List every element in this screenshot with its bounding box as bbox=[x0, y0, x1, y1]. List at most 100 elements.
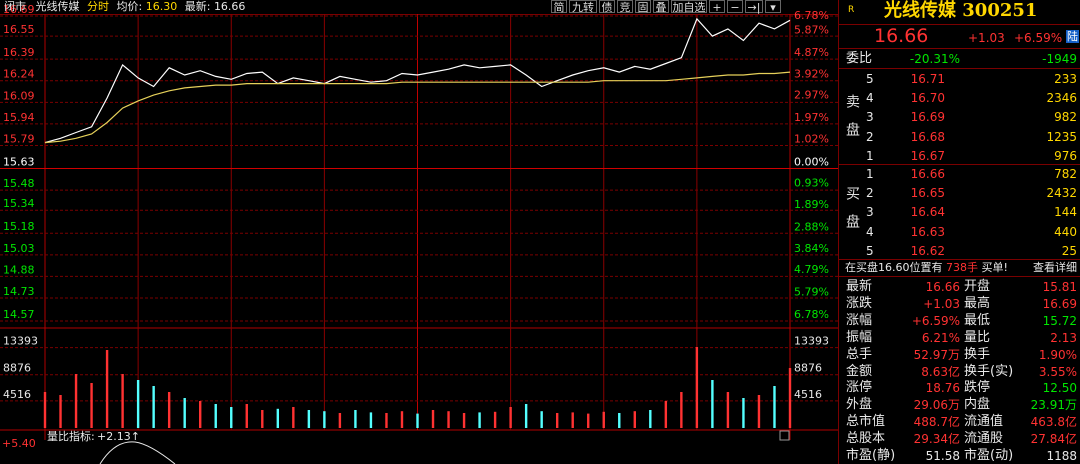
volume-bar bbox=[307, 410, 311, 428]
avg-price: 16.30 bbox=[145, 0, 178, 13]
volume-tick-label: 8876 bbox=[794, 362, 822, 375]
volume-bar bbox=[587, 413, 590, 428]
order-volume: 982 bbox=[1054, 110, 1077, 125]
chart-header: 闭市 光线传媒 分时 均价: 16.30 最新: 16.66 bbox=[4, 1, 245, 12]
volume-bar bbox=[152, 386, 155, 428]
volume-bar bbox=[105, 350, 109, 428]
volume-bar bbox=[245, 404, 248, 428]
y2-tick-label: 1.97% bbox=[794, 111, 829, 124]
stat-label: 最低 bbox=[964, 312, 991, 328]
toolbar-button[interactable]: ▾ bbox=[765, 0, 781, 14]
stat-value: 15.72 bbox=[1042, 313, 1077, 328]
volume-tick-label: 13393 bbox=[794, 335, 829, 348]
y-tick-label: 14.73 bbox=[3, 285, 35, 298]
volume-bar bbox=[431, 410, 435, 428]
volume-bar bbox=[90, 383, 93, 428]
volume-bar bbox=[726, 392, 730, 428]
volume-bar bbox=[773, 386, 776, 428]
volume-bar bbox=[478, 412, 481, 428]
volume-bar bbox=[369, 412, 373, 428]
stat-label: 流通值 bbox=[964, 414, 1004, 430]
stat-value: 27.84亿 bbox=[1030, 432, 1077, 447]
y-tick-label: 15.18 bbox=[3, 220, 35, 233]
detail-link[interactable]: 查看详细 bbox=[1033, 261, 1077, 274]
order-volume: 144 bbox=[1054, 205, 1077, 220]
stat-value: 15.81 bbox=[1042, 280, 1077, 294]
buy-label: 买盘 bbox=[844, 186, 860, 242]
volume-tick-label: 8876 bbox=[3, 362, 31, 375]
toolbar-button[interactable]: 债 bbox=[599, 0, 615, 14]
stat-value: 12.50 bbox=[1042, 381, 1077, 396]
order-volume: 2346 bbox=[1046, 91, 1077, 106]
volume-bar bbox=[292, 407, 295, 428]
indicator-label: 量比指标: bbox=[47, 429, 95, 443]
order-price: 16.68 bbox=[910, 129, 945, 144]
order-volume: 782 bbox=[1054, 167, 1077, 181]
stat-value: 52.97万 bbox=[913, 347, 960, 362]
indicator-curve bbox=[99, 441, 176, 464]
volume-tick-label: 4516 bbox=[3, 388, 31, 401]
y-tick-label: 15.34 bbox=[3, 197, 35, 210]
y2-tick-label: 3.92% bbox=[794, 67, 829, 80]
panel-divider bbox=[838, 0, 839, 464]
toolbar-button[interactable]: 叠 bbox=[653, 0, 669, 14]
toolbar-button[interactable]: 竞 bbox=[617, 0, 633, 14]
volume-bar bbox=[354, 410, 357, 428]
stat-value: 29.34亿 bbox=[913, 432, 960, 447]
volume-bar bbox=[633, 411, 636, 428]
stat-value: 6.21% bbox=[921, 330, 960, 345]
stat-label: 金额 bbox=[846, 363, 873, 379]
order-price: 16.69 bbox=[910, 110, 945, 125]
y-tick-label: 15.79 bbox=[3, 132, 35, 145]
volume-bar bbox=[680, 392, 683, 428]
toolbar-button[interactable]: 加自选 bbox=[671, 0, 707, 14]
volume-bar bbox=[74, 374, 78, 428]
toolbar-button[interactable]: →| bbox=[745, 0, 763, 14]
y-tick-label: 14.57 bbox=[3, 308, 35, 321]
y-tick-label: 16.69 bbox=[3, 3, 35, 16]
toolbar-button[interactable]: 九转 bbox=[569, 0, 597, 14]
y2-tick-label: 4.79% bbox=[794, 263, 829, 276]
y2-tick-label: 3.84% bbox=[794, 242, 829, 255]
volume-bar bbox=[214, 404, 217, 428]
notice-qty: 738手 bbox=[946, 261, 978, 274]
volume-tick-label: 13393 bbox=[3, 335, 38, 348]
order-volume: 2432 bbox=[1046, 186, 1077, 201]
y-tick-label: 16.09 bbox=[3, 89, 35, 102]
order-volume: 1235 bbox=[1046, 129, 1077, 144]
volume-bar bbox=[199, 401, 202, 428]
y2-tick-label: 6.78% bbox=[794, 308, 829, 321]
order-level: 5 bbox=[866, 243, 874, 258]
volume-bar bbox=[649, 410, 652, 428]
order-level: 4 bbox=[866, 91, 874, 106]
stat-value: 3.55% bbox=[1038, 364, 1077, 379]
order-level: 5 bbox=[866, 72, 874, 86]
title: 光线传媒 bbox=[884, 0, 956, 21]
volume-bar bbox=[742, 398, 745, 428]
last-price: 16.66 bbox=[213, 0, 246, 13]
notice-text: 在买盘16.60位置有 bbox=[845, 261, 943, 274]
volume-bar bbox=[664, 401, 668, 428]
stat-label: 跌停 bbox=[964, 380, 991, 396]
y-tick-label: 15.03 bbox=[3, 242, 35, 255]
order-level: 1 bbox=[866, 148, 874, 163]
stat-label: 内盘 bbox=[964, 397, 991, 413]
stat-value: 1.90% bbox=[1038, 347, 1077, 362]
y2-tick-label: 4.87% bbox=[794, 46, 829, 59]
y2-tick-label: 5.87% bbox=[794, 23, 829, 36]
stat-label: 涨幅 bbox=[846, 312, 873, 328]
toolbar-button[interactable]: 固 bbox=[635, 0, 651, 14]
toolbar-button[interactable]: 简 bbox=[551, 0, 567, 14]
volume-bar bbox=[695, 347, 699, 428]
y2-tick-label: 1.02% bbox=[794, 133, 829, 146]
order-level: 1 bbox=[866, 167, 874, 181]
stat-label: 市盈(静) bbox=[846, 448, 896, 463]
ratio: -20.31% bbox=[909, 52, 960, 66]
toolbar-button[interactable]: − bbox=[727, 0, 743, 14]
y-tick-label: 14.88 bbox=[3, 263, 35, 276]
volume-bar bbox=[400, 411, 404, 428]
volume-bar bbox=[571, 412, 574, 428]
y2-tick-label: 0.00% bbox=[794, 156, 829, 169]
toolbar-button[interactable]: + bbox=[709, 0, 725, 14]
order-price: 16.66 bbox=[910, 167, 945, 181]
